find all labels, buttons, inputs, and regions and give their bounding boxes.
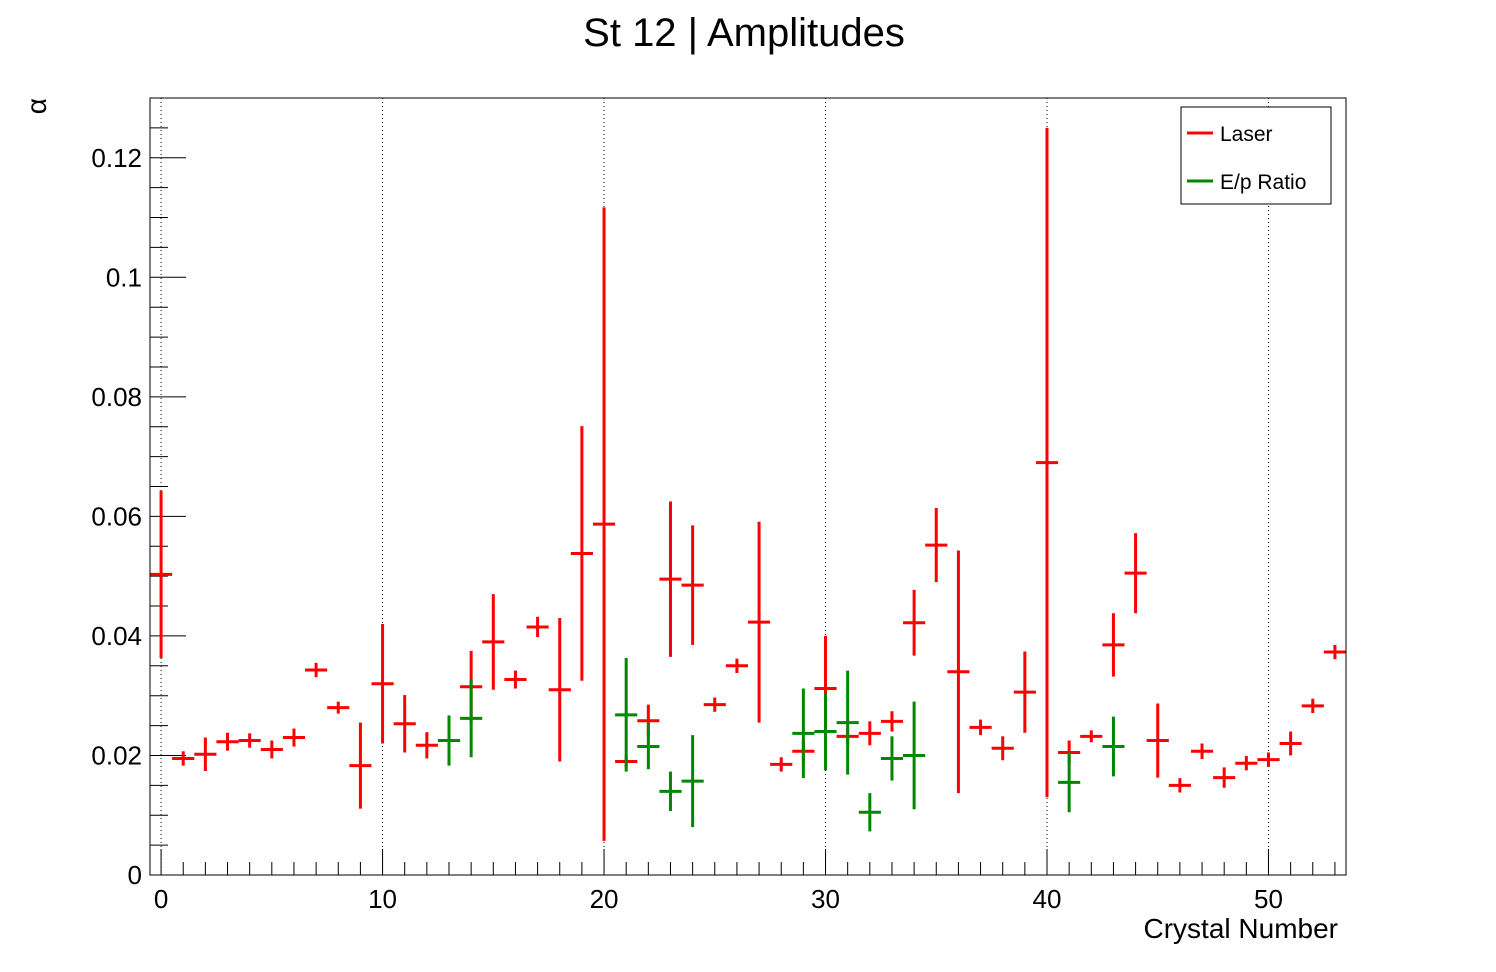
laser-point (1102, 613, 1125, 677)
laser-point (305, 662, 328, 678)
laser-point (748, 521, 771, 723)
y-tick-label: 0.12 (91, 143, 142, 173)
ep-ratio-point (460, 679, 483, 758)
laser-point (1080, 730, 1103, 743)
laser-point (1279, 731, 1302, 756)
x-tick-label: 40 (1033, 884, 1062, 914)
ep-ratio-point (814, 692, 837, 771)
plot-frame (149, 97, 1347, 876)
ep-ratio-point (681, 735, 704, 828)
laser-point (349, 722, 372, 809)
x-tick-label: 50 (1254, 884, 1283, 914)
x-axis-label: Crystal Number (1144, 913, 1338, 944)
laser-point (570, 426, 593, 681)
x-tick-label: 20 (590, 884, 619, 914)
x-tick-label: 30 (811, 884, 840, 914)
laser-point (770, 757, 793, 772)
laser-point (925, 508, 948, 583)
chart-title: St 12 | Amplitudes (583, 11, 905, 55)
laser-point (1257, 752, 1280, 767)
laser-point (371, 623, 394, 744)
laser-point (592, 207, 616, 841)
laser-point (1035, 127, 1059, 798)
laser-point (703, 697, 726, 712)
ep-ratio-point (637, 723, 660, 770)
laser-point (504, 670, 527, 689)
laser-point (903, 589, 926, 656)
laser-point (1124, 533, 1147, 614)
laser-point (880, 711, 904, 732)
legend-box (1180, 106, 1332, 205)
ep-ratio-point (903, 701, 926, 810)
laser-point (260, 740, 283, 759)
ep-ratio-point (1058, 752, 1081, 813)
laser-point (1323, 644, 1346, 660)
legend-label-laser: Laser (1220, 123, 1273, 146)
laser-point (216, 732, 239, 751)
axes: 0 10 20 30 40 50 0 0.02 0.04 0.06 0.08 0.1 0.12 (91, 97, 1336, 914)
ep-ratio-point (1102, 716, 1125, 777)
laser-point (172, 751, 195, 766)
laser-point (969, 719, 992, 736)
laser-point (1146, 703, 1169, 778)
ep-ratio-point (659, 771, 682, 812)
y-tick-label: 0.06 (91, 501, 142, 531)
laser-point (238, 733, 261, 748)
laser-point (150, 490, 173, 659)
laser-point (1301, 698, 1324, 714)
ep-ratio-point (792, 688, 815, 779)
laser-point (1213, 767, 1236, 788)
laser-point (725, 658, 748, 673)
y-tick-label: 0.04 (91, 621, 142, 651)
laser-point (548, 617, 571, 762)
laser-point (482, 594, 505, 690)
ep-ratio-point (615, 658, 638, 772)
legend: Laser E/p Ratio (1180, 106, 1332, 205)
x-tick-label: 10 (368, 884, 397, 914)
x-tick-label: 0 (154, 884, 168, 914)
laser-point (858, 721, 881, 746)
laser-point (327, 701, 350, 714)
ep-ratio-point (836, 670, 859, 775)
laser-point (991, 736, 1014, 761)
laser-point (1190, 743, 1214, 760)
laser-point (1168, 778, 1191, 793)
y-tick-label: 0.02 (91, 740, 142, 770)
laser-point (1013, 651, 1036, 733)
y-axis-label: α (21, 98, 52, 114)
laser-point (415, 732, 438, 759)
laser-point (526, 616, 549, 638)
y-tick-label: 0 (128, 860, 142, 890)
laser-point (947, 550, 970, 794)
legend-label-ep-ratio: E/p Ratio (1220, 171, 1306, 194)
laser-point (194, 737, 217, 772)
y-tick-label: 0.1 (106, 262, 142, 292)
laser-point (659, 501, 682, 657)
ep-ratio-point (880, 736, 904, 781)
laser-point (681, 525, 704, 645)
ep-ratio-series (437, 658, 1125, 832)
laser-point (282, 728, 306, 747)
ep-ratio-point (437, 715, 461, 766)
ep-ratio-point (858, 793, 881, 832)
laser-point (393, 695, 416, 753)
laser-point (1235, 756, 1258, 771)
y-tick-label: 0.08 (91, 382, 142, 412)
